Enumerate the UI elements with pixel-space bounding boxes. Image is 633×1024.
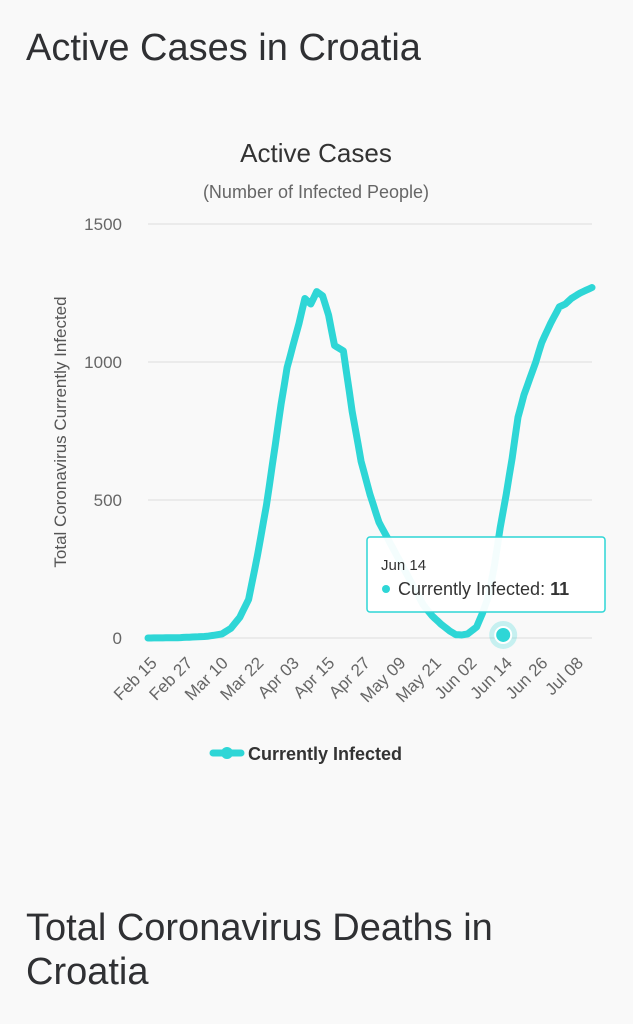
tooltip-label: Currently Infected: [398, 579, 550, 599]
y-tick-label: 500 [94, 491, 122, 510]
x-tick-label: Jul 08 [542, 653, 588, 699]
tooltip-value: 11 [550, 579, 569, 599]
y-tick-label: 1000 [84, 353, 122, 372]
chart-subtitle: (Number of Infected People) [203, 182, 429, 202]
deaths-heading: Total Coronavirus Deaths in Croatia [26, 907, 493, 993]
tooltip-series-bullet [382, 585, 390, 593]
y-tick-label: 1500 [84, 215, 122, 234]
series-line[interactable] [144, 284, 596, 642]
tooltip-box [366, 536, 606, 613]
active-cases-heading: Active Cases in Croatia [26, 27, 421, 69]
legend-label: Currently Infected [248, 744, 402, 764]
active-cases-chart[interactable]: Active Cases (Number of Infected People)… [0, 0, 633, 820]
legend-marker-icon [221, 747, 233, 759]
legend[interactable]: Currently Infected [209, 744, 402, 764]
y-tick-labels: 0 500 1000 1500 [84, 215, 122, 648]
series-currently-infected[interactable] [144, 284, 596, 649]
hover-point[interactable] [494, 625, 513, 644]
tooltip-date: Jun 14 [381, 557, 426, 574]
tooltip-body: Currently Infected: 11 [398, 579, 569, 599]
tooltip: Jun 14 Currently Infected: 11 [366, 536, 606, 613]
y-axis-label: Total Coronavirus Currently Infected [51, 296, 70, 567]
y-tick-label: 0 [113, 629, 122, 648]
chart-title: Active Cases [240, 138, 392, 168]
